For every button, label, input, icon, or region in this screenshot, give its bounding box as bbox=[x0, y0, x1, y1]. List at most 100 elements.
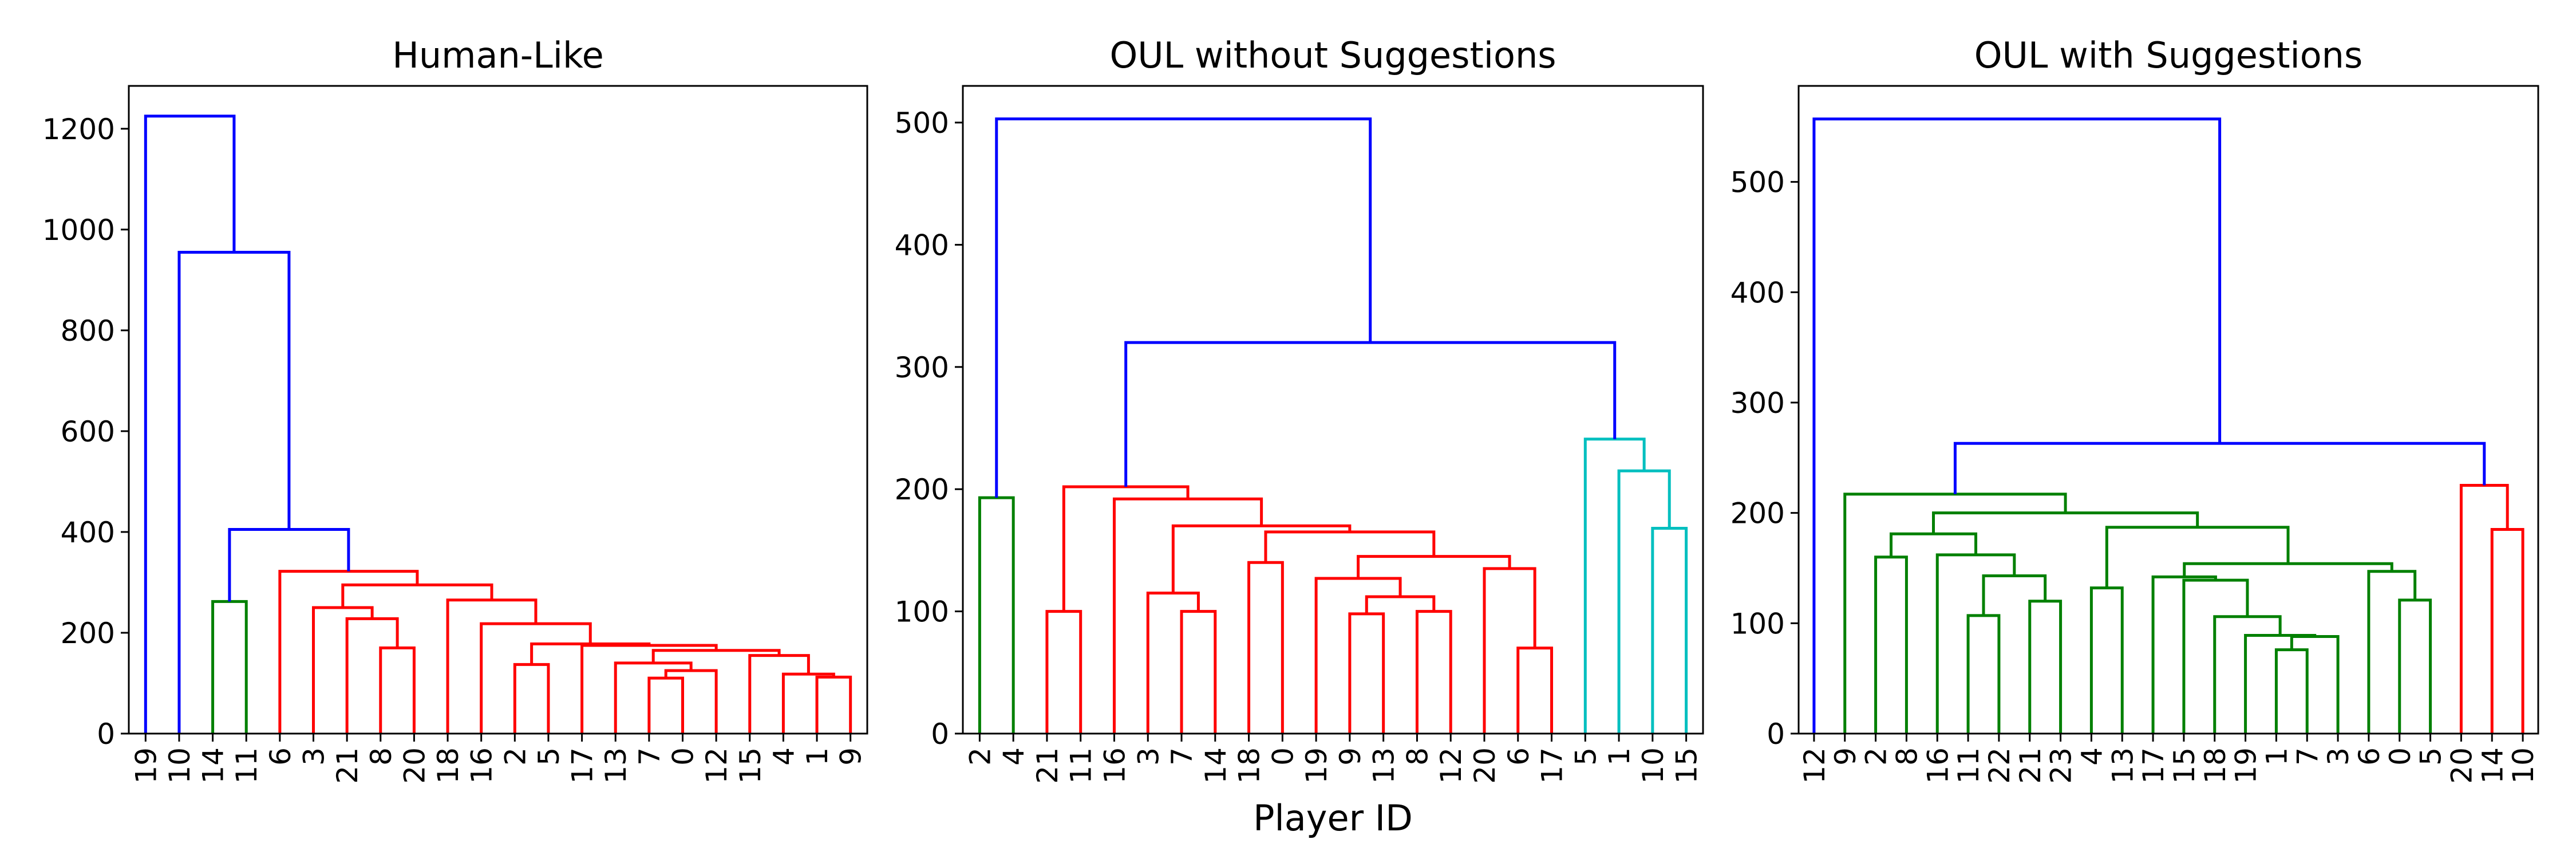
leaf-label: 23 bbox=[2045, 747, 2078, 784]
leaf-label: 13 bbox=[2106, 747, 2139, 784]
leaf-label: 0 bbox=[2384, 747, 2417, 766]
leaf-label: 12 bbox=[1798, 747, 1831, 784]
dendrogram-link bbox=[211, 600, 248, 734]
leaf-label: 17 bbox=[1536, 747, 1569, 784]
chart-title: Human-Like bbox=[392, 34, 604, 76]
dendrogram-link bbox=[1935, 553, 2016, 734]
leaf-label: 16 bbox=[1098, 747, 1131, 784]
leaf-label: 10 bbox=[163, 747, 196, 784]
leaf-label: 6 bbox=[264, 747, 297, 766]
y-tick-label: 1000 bbox=[42, 214, 115, 247]
leaf-label: 20 bbox=[398, 747, 431, 784]
leaf-label: 16 bbox=[1921, 747, 1954, 784]
dendrogram-link bbox=[228, 528, 350, 602]
leaf-label: 22 bbox=[1983, 747, 2016, 784]
leaf-label: 19 bbox=[1300, 747, 1333, 784]
dendrogram-link bbox=[530, 642, 651, 665]
dendrogram-link bbox=[2367, 570, 2417, 734]
dendrogram-link bbox=[1357, 555, 1511, 578]
chart-title: OUL without Suggestions bbox=[1109, 34, 1556, 76]
leaf-label: 2 bbox=[963, 747, 997, 766]
leaf-label: 20 bbox=[2445, 747, 2478, 784]
y-tick-label: 800 bbox=[61, 314, 115, 348]
dendrogram-link bbox=[1348, 612, 1385, 734]
y-tick-label: 200 bbox=[1730, 497, 1785, 530]
leaf-label: 13 bbox=[599, 747, 633, 784]
dendrogram-link bbox=[1617, 469, 1671, 734]
dendrogram-link bbox=[1112, 497, 1263, 734]
dendrogram-link bbox=[379, 646, 416, 734]
leaf-label: 10 bbox=[1637, 747, 1670, 784]
axes-frame bbox=[1797, 85, 2539, 735]
leaf-label: 18 bbox=[2199, 747, 2232, 784]
y-tick-label: 300 bbox=[1730, 387, 1785, 420]
y-tick-label: 0 bbox=[931, 718, 949, 751]
dendrogram-link bbox=[995, 117, 1372, 498]
dendrogram-link bbox=[446, 598, 538, 734]
leaf-label: 9 bbox=[1829, 747, 1862, 766]
leaf-label: 1 bbox=[1603, 747, 1636, 766]
leaf-label: 6 bbox=[1502, 747, 1535, 766]
y-tick-label: 500 bbox=[895, 107, 949, 140]
leaf-label: 15 bbox=[2168, 747, 2201, 784]
dendrogram-link bbox=[1874, 555, 1908, 734]
leaf-label: 0 bbox=[1266, 747, 1299, 766]
y-tick-label: 300 bbox=[895, 351, 949, 384]
dendrogram-link bbox=[1583, 438, 1646, 734]
dendrogram-link bbox=[1180, 610, 1217, 734]
dendrogram-link bbox=[1365, 595, 1436, 614]
leaf-label: 3 bbox=[298, 747, 331, 766]
y-tick-label: 200 bbox=[895, 473, 949, 506]
dendrogram-link bbox=[480, 622, 592, 734]
leaf-label: 3 bbox=[2322, 747, 2355, 766]
dendrogram-link bbox=[177, 250, 291, 734]
leaf-label: 15 bbox=[734, 747, 767, 784]
dendrogram-link bbox=[1982, 574, 2047, 616]
y-tick-label: 0 bbox=[1767, 718, 1785, 751]
leaf-label: 19 bbox=[129, 747, 163, 784]
dendrogram-link bbox=[2274, 648, 2309, 734]
leaf-label: 0 bbox=[667, 747, 700, 766]
leaf-label: 17 bbox=[2137, 747, 2170, 784]
leaf-label: 2 bbox=[499, 747, 532, 766]
leaf-label: 12 bbox=[700, 747, 733, 784]
y-tick-label: 1200 bbox=[42, 113, 115, 146]
leaf-label: 5 bbox=[532, 747, 566, 766]
leaf-label: 7 bbox=[1165, 747, 1199, 766]
y-tick-label: 400 bbox=[895, 228, 949, 262]
leaf-label: 20 bbox=[1468, 747, 1502, 784]
dendrogram-link bbox=[781, 672, 835, 734]
dendrogram-link bbox=[341, 583, 493, 608]
dendrogram-link bbox=[345, 617, 399, 734]
leaf-label: 7 bbox=[633, 747, 666, 766]
dendrogram-link bbox=[1966, 614, 2001, 734]
axes-frame bbox=[128, 85, 868, 735]
leaf-label: 21 bbox=[2014, 747, 2047, 784]
dendrogram-link bbox=[978, 496, 1015, 734]
leaf-label: 4 bbox=[2075, 747, 2108, 766]
leaf-label: 6 bbox=[2353, 747, 2386, 766]
dendrogram-link bbox=[1483, 567, 1536, 734]
leaf-label: 1 bbox=[2260, 747, 2293, 766]
dendrogram-link bbox=[1247, 561, 1284, 734]
leaf-label: 11 bbox=[1065, 747, 1098, 784]
dendrogram-link bbox=[1932, 511, 2199, 534]
dendrogram-link bbox=[2028, 600, 2063, 734]
dendrogram-link bbox=[2490, 528, 2524, 734]
leaf-label: 12 bbox=[1435, 747, 1468, 784]
dendrogram-link bbox=[1415, 610, 1452, 734]
y-tick-label: 600 bbox=[61, 415, 115, 448]
dendrogram-link bbox=[664, 669, 718, 734]
leaf-label: 14 bbox=[197, 747, 230, 784]
dendrogram-link bbox=[2183, 562, 2393, 577]
leaf-label: 4 bbox=[767, 747, 800, 766]
dendrogram-link bbox=[2089, 586, 2124, 734]
y-tick-label: 100 bbox=[1730, 607, 1785, 640]
leaf-label: 21 bbox=[331, 747, 364, 784]
leaf-label: 1 bbox=[801, 747, 834, 766]
dendrogram-link bbox=[278, 570, 419, 734]
dendrogram-link bbox=[513, 663, 550, 734]
y-tick-label: 400 bbox=[61, 516, 115, 549]
leaf-label: 8 bbox=[365, 747, 398, 766]
